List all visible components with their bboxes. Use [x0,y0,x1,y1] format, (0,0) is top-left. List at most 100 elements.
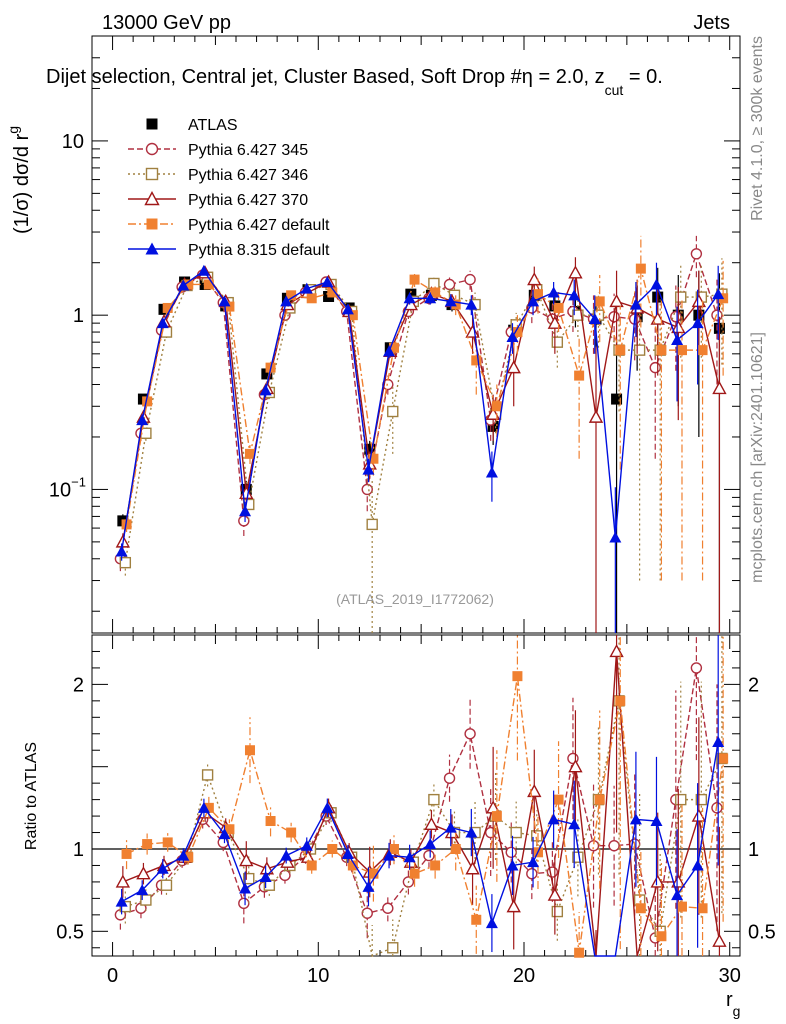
ratio-point [347,860,358,871]
ratio-point [553,794,564,805]
ratio-point [527,783,542,798]
data-point [183,279,194,290]
ratio-point [136,866,151,880]
ratio-point [443,772,456,784]
ratio-tick-label: 1 [748,839,759,861]
data-point [691,293,707,308]
ratio-point [142,839,153,850]
data-point [553,302,564,313]
legend-item: Pythia 6.427 default [128,217,330,234]
data-point [119,556,132,569]
ratio-point [485,917,498,929]
ratio-point [409,868,420,879]
ratio-point [387,942,399,954]
data-point [697,345,708,356]
legend-item: ATLAS [146,117,238,134]
ratio-point [424,816,439,831]
data-point [387,405,399,418]
ratio-point [464,728,476,740]
ratio-point [691,859,704,871]
data-point [594,296,605,307]
data-point [361,483,373,496]
data-point [527,272,542,286]
ratio-tick-label: 1 [73,839,84,861]
data-point [366,518,378,531]
legend-label: ATLAS [188,117,238,134]
ratio-point [594,794,605,805]
x-tick-label: 20 [513,965,535,987]
ratio-point [712,736,725,747]
ratio-point [160,879,173,891]
legend-marker [144,191,160,206]
data-point [635,263,646,274]
data-point [203,279,214,290]
ratio-point [259,870,272,882]
y-tick-label: 10 [62,131,84,153]
ratio-point [239,853,254,867]
x-axis-label-sub: g [733,1003,741,1019]
ratio-point [574,947,585,958]
ratio-point [115,874,131,888]
ratio-point [383,849,396,861]
data-point [239,505,252,517]
data-point [321,276,334,288]
ratio-point [471,914,482,925]
ratio-point [280,854,295,868]
ratio-point [695,793,708,806]
data-point [162,302,173,313]
data-point [568,289,581,301]
data-point [675,291,687,303]
x-tick-label: 10 [307,965,329,987]
ratio-point [162,837,173,848]
ratio-point [505,846,517,858]
data-point [261,368,273,380]
data-point [572,309,584,321]
data-point [527,295,540,307]
legend-label: Pythia 6.427 370 [188,192,308,209]
data-point [588,313,601,325]
data-point [388,342,399,353]
legend-marker [145,167,159,181]
data-point [362,463,375,475]
y-tick-label: 1 [73,305,84,327]
ratio-point [450,844,461,854]
legend-item: Pythia 6.427 346 [128,167,308,184]
data-point [712,288,725,300]
x-axis-label: rg [726,989,740,1019]
legend-label: Pythia 8.315 default [188,242,330,259]
ratio-ylabel: Ratio to ATLAS [23,742,40,850]
data-point [409,274,420,285]
data-point [676,345,687,356]
ratio-point [279,869,291,882]
x-tick-label: 30 [719,965,741,987]
data-point [464,273,476,286]
data-point [506,360,521,374]
legend-item: Pythia 6.427 370 [128,191,308,209]
rivet-label: Rivet 4.1.0, ≥ 300k events [749,36,766,221]
data-point [327,287,338,298]
data-point [671,320,686,334]
ratio-point [300,839,313,851]
data-point [609,293,624,308]
ratio-point [265,816,276,827]
main-ylabel-text: (1/σ) dσ/d r [11,133,33,234]
ratio-point [676,901,687,912]
ratio-point [506,899,521,913]
data-point [280,295,293,307]
analysis-tag: (ATLAS_2019_I1772062) [336,591,494,607]
data-point [428,277,440,290]
ratio-point [115,895,128,907]
data-point [136,414,149,426]
ratio-point [690,662,703,674]
x-tick-label: 0 [107,965,118,987]
legend-marker [146,118,158,130]
main-ylabel-sub: g [5,126,21,134]
ratio-line [121,741,719,957]
data-point [177,279,190,291]
ratio-point [177,849,190,861]
data-point [405,288,417,300]
data-point [368,453,379,464]
data-point [443,278,456,291]
data-point [444,295,457,307]
